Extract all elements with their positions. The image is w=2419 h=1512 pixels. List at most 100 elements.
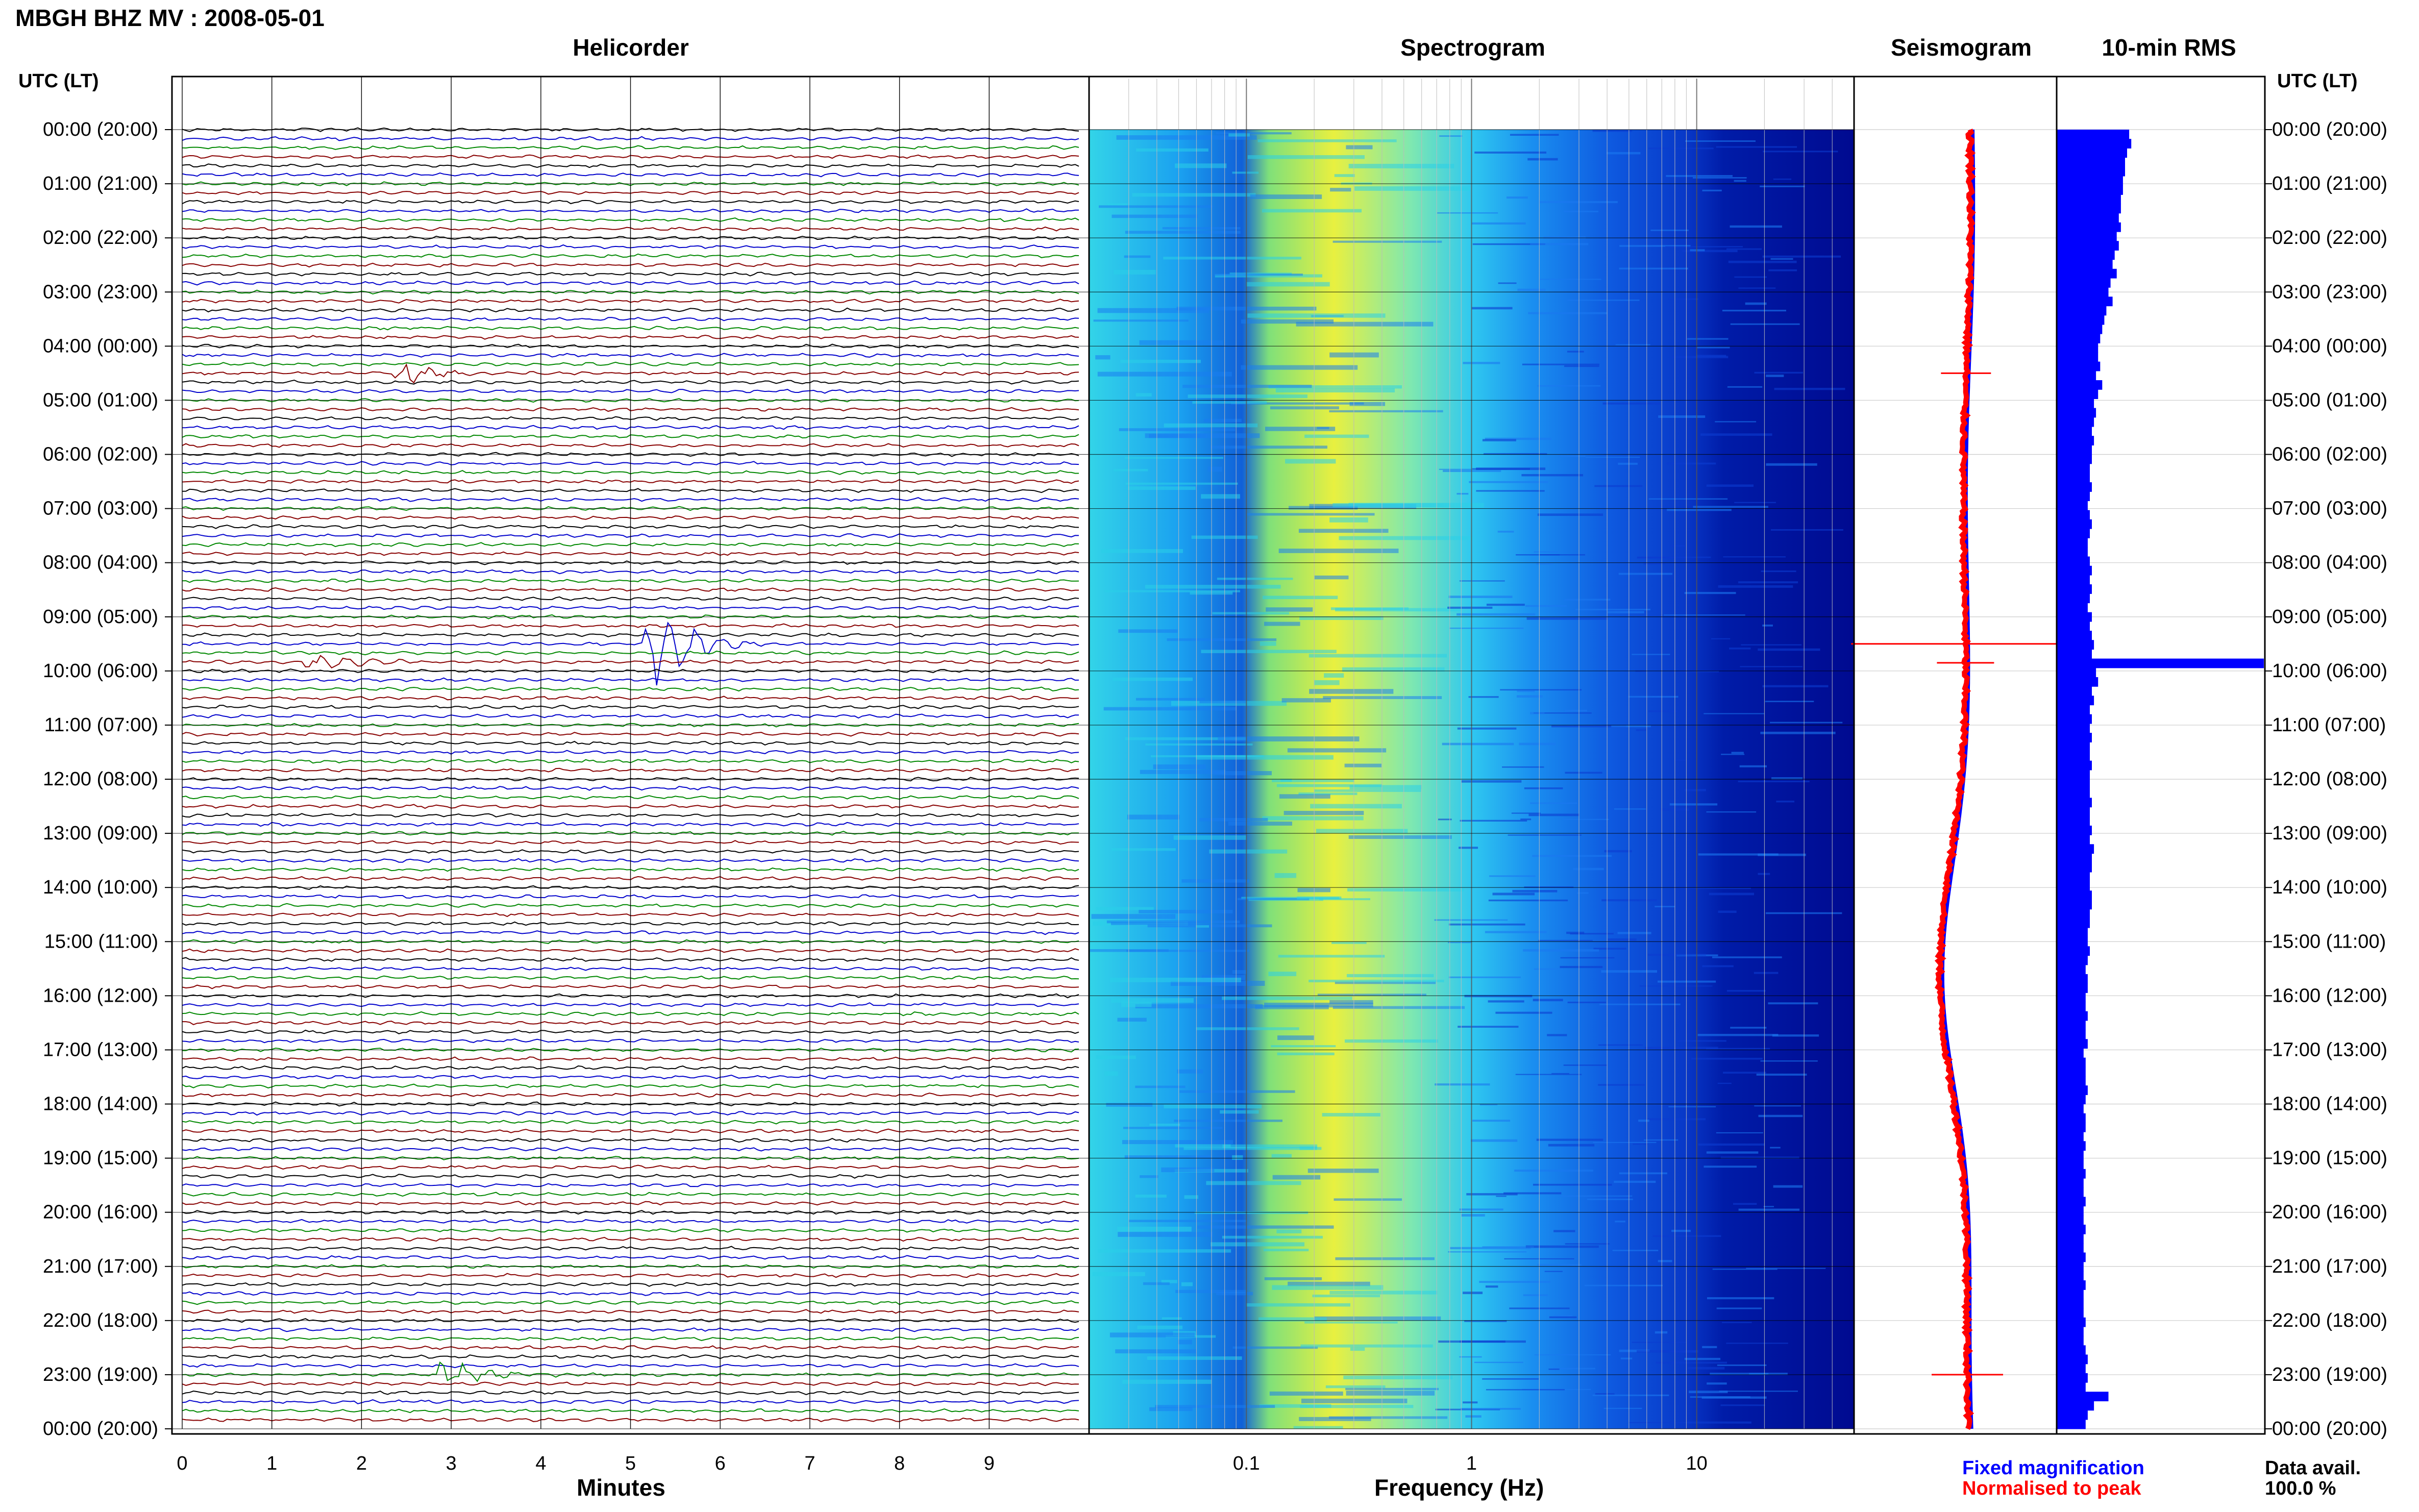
spectrogram-streak <box>1304 434 1369 438</box>
spectrogram-streak <box>1103 707 1237 711</box>
spectrogram-streak <box>1350 1347 1365 1351</box>
spectrogram-streak <box>1511 812 1541 814</box>
rms-bar <box>2057 445 2092 455</box>
spectrogram-streak <box>1199 817 1268 822</box>
rms-bar <box>2057 454 2092 464</box>
rms-bar <box>2057 649 2092 659</box>
rms-bar <box>2057 157 2125 167</box>
spectrogram-streak <box>1117 1226 1192 1232</box>
spectrogram-streak <box>1207 466 1222 472</box>
spectrogram-streak <box>1539 279 1601 280</box>
rms-bar <box>2057 974 2088 984</box>
spectrogram-streak <box>1567 1001 1607 1003</box>
spectrogram-streak <box>1137 1325 1182 1329</box>
time-tick-right: 19:00 (15:00) <box>2272 1148 2387 1169</box>
spectrogram-streak <box>1192 401 1267 404</box>
spectrogram-streak <box>1587 1199 1633 1200</box>
rms-bar <box>2057 946 2090 956</box>
spectrogram-streak <box>1762 624 1773 627</box>
rms-bar <box>2057 788 2090 798</box>
rms-bar <box>2057 1169 2086 1179</box>
spectrogram-streak <box>1310 804 1402 809</box>
spectrogram-streak <box>1650 229 1689 231</box>
rms-bar <box>2057 176 2123 186</box>
rms-bar <box>2057 547 2088 557</box>
time-tick-left: 22:00 (18:00) <box>43 1310 158 1331</box>
spectrogram-streak <box>1710 1373 1788 1375</box>
spectrogram-streak <box>1476 490 1545 492</box>
rms-bar <box>2057 324 2103 334</box>
spectrogram-streak <box>1539 201 1618 204</box>
spectrogram-streak <box>1619 1349 1650 1352</box>
rms-bar <box>2057 538 2088 548</box>
spectrogram-streak <box>1485 437 1551 440</box>
rms-bar <box>2057 1271 2084 1281</box>
spectrogram-streak <box>1459 1356 1482 1358</box>
spectrogram-streak <box>1241 365 1358 370</box>
rms-bar <box>2057 686 2092 696</box>
spectrogram-streak <box>1319 898 1371 901</box>
spectrogram-streak <box>1232 171 1259 174</box>
spectrogram-streak <box>1565 1243 1610 1245</box>
spectrogram-streak <box>1164 1104 1262 1109</box>
spectrogram-streak <box>1530 243 1589 245</box>
spectrogram-streak <box>1762 685 1829 687</box>
rms-bar <box>2057 964 2086 975</box>
spectrogram-streak <box>1638 1119 1649 1122</box>
spectrogram-streak <box>1620 1357 1633 1359</box>
spectrogram-streak <box>1628 1422 1692 1423</box>
spectrogram-streak <box>1687 1421 1751 1424</box>
spectrogram-streak <box>1636 729 1647 731</box>
spectrogram-streak <box>1314 575 1349 580</box>
rms-bar <box>2057 816 2090 826</box>
rms-bar <box>2057 519 2092 529</box>
rms-bar <box>2057 1150 2084 1160</box>
spectrogram-streak <box>1347 974 1434 978</box>
spectrogram-streak <box>1617 932 1651 934</box>
spectrogram-streak <box>1345 1387 1439 1391</box>
spectrogram-streak <box>1706 484 1754 487</box>
spectrogram-streak <box>1701 1396 1767 1399</box>
rms-bar <box>2057 482 2092 492</box>
spectrogram-streak <box>1632 654 1670 655</box>
spectrogram-streak <box>1660 1350 1696 1353</box>
spectrogram-streak <box>1317 994 1426 996</box>
spectrogram-streak <box>1106 920 1240 924</box>
spectrogram-streak <box>1479 1281 1551 1283</box>
spectrogram-streak <box>1534 712 1592 714</box>
rms-bar <box>2057 658 2264 668</box>
spectrogram-streak <box>1271 1045 1336 1048</box>
spectrogram-streak <box>1684 1357 1721 1360</box>
spectrogram-streak <box>1147 924 1272 928</box>
minute-tick-label: 3 <box>446 1453 457 1474</box>
rms-bar <box>2057 1030 2086 1039</box>
spectrogram-streak <box>1766 463 1817 466</box>
spectrogram-streak <box>1628 696 1679 698</box>
spectrogram-streak <box>1450 1247 1531 1249</box>
spectrogram-streak <box>1260 1404 1331 1408</box>
spectrogram-streak <box>1717 1364 1767 1366</box>
rms-bar <box>2057 927 2088 937</box>
spectrogram-streak <box>1329 410 1443 413</box>
spectrogram-streak <box>1690 249 1705 252</box>
spectrogram-streak <box>1658 415 1706 418</box>
spectrogram-streak <box>1734 502 1776 504</box>
spectrogram-streak <box>1657 980 1716 983</box>
rms-bar <box>2057 1234 2084 1244</box>
spectrogram-streak <box>1325 1385 1386 1389</box>
spectrogram-streak <box>1299 616 1384 620</box>
spectrogram-streak <box>1301 1398 1408 1403</box>
spectrogram-streak <box>1754 972 1779 974</box>
rms-bar <box>2057 1336 2084 1346</box>
spectrogram-streak <box>1312 1295 1380 1298</box>
spectrogram-streak <box>1497 531 1514 533</box>
spectrogram-streak <box>1773 1185 1803 1188</box>
spectrogram-streak <box>1216 1292 1253 1296</box>
spectrogram-streak <box>1228 133 1250 137</box>
rms-bar <box>2057 565 2092 576</box>
spectrogram-streak <box>1132 193 1256 197</box>
spectrogram-streak <box>1594 485 1643 487</box>
spectrogram-streak <box>1717 1082 1732 1084</box>
rms-bar <box>2057 1113 2086 1123</box>
spectrogram-streak <box>1464 995 1533 998</box>
